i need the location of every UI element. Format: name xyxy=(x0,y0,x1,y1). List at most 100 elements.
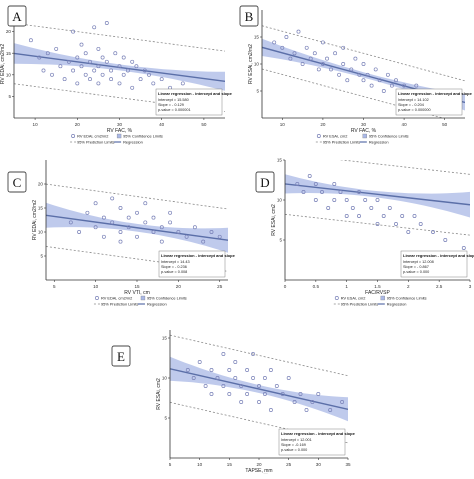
legend-ci-symbol xyxy=(380,295,385,301)
x-tick-label: 15 xyxy=(134,284,140,289)
y-tick-label: 10 xyxy=(254,62,260,67)
data-point xyxy=(332,182,337,186)
data-point xyxy=(184,234,189,239)
data-point xyxy=(387,206,392,210)
data-point xyxy=(316,392,321,396)
x-tick-label: 0.5 xyxy=(313,284,320,289)
data-point xyxy=(110,196,115,201)
data-point xyxy=(28,38,33,43)
y-tick-label: 10 xyxy=(6,72,12,77)
prediction-limit-lower xyxy=(285,213,470,236)
x-tick-label: 10 xyxy=(33,122,39,127)
data-point xyxy=(68,220,73,225)
legend-reg-label: Regression xyxy=(147,302,167,307)
data-point xyxy=(325,56,329,61)
data-point xyxy=(326,206,331,210)
x-tick-label: 20 xyxy=(256,462,262,467)
data-point xyxy=(274,384,279,388)
stats-title: Linear regression - intercept and slope xyxy=(398,91,473,96)
data-point xyxy=(217,234,222,239)
data-point xyxy=(92,25,97,30)
data-point xyxy=(406,230,411,234)
data-point xyxy=(176,230,181,234)
data-point xyxy=(92,68,97,73)
x-tick-label: 2 xyxy=(407,284,410,289)
data-point xyxy=(233,376,238,380)
legend-point-symbol xyxy=(316,134,321,138)
y-axis-label: RV ESAi, cm2/m2 xyxy=(248,44,254,84)
regression-line xyxy=(14,52,225,83)
data-point xyxy=(268,368,273,372)
data-point xyxy=(313,182,318,186)
legend: RV ESAi, cm2 95% Confidence Limits 95% Pre… xyxy=(333,295,427,307)
panel-letter: A xyxy=(12,9,22,24)
data-point xyxy=(262,392,267,396)
data-point xyxy=(245,392,250,396)
x-tick-label: 10 xyxy=(280,122,286,127)
panel-letter-box xyxy=(239,5,259,27)
data-point xyxy=(400,214,405,218)
legend-point-symbol xyxy=(71,134,76,138)
stats-slope: Slope = - 0.129 xyxy=(158,103,184,107)
plot-content xyxy=(46,183,228,272)
data-point xyxy=(77,230,82,234)
data-point xyxy=(292,51,297,56)
data-point xyxy=(101,215,106,220)
stats-intercept: Intercept = 14.43 xyxy=(161,260,190,264)
data-point xyxy=(126,215,131,220)
data-point xyxy=(350,206,355,210)
data-point xyxy=(109,68,114,73)
y-tick-label: 15 xyxy=(277,158,283,163)
data-point xyxy=(41,68,46,73)
prediction-limit-upper xyxy=(170,334,348,377)
data-point xyxy=(345,78,350,83)
data-point xyxy=(101,234,106,239)
legend: RV ESAi, cm2 95% Confidence Limits 95% Pre… xyxy=(315,134,409,145)
stats-slope: Slope = -0.169 xyxy=(281,443,306,447)
panel-letter: C xyxy=(13,175,22,190)
x-tick-label: 35 xyxy=(345,462,351,467)
data-point xyxy=(118,230,123,234)
x-tick-label: 2.5 xyxy=(436,284,443,289)
data-point xyxy=(126,225,131,230)
data-point xyxy=(257,384,261,388)
data-point xyxy=(121,72,126,77)
data-point xyxy=(118,239,123,244)
data-point xyxy=(257,400,261,404)
data-point xyxy=(301,190,306,194)
data-point xyxy=(121,55,126,60)
data-point xyxy=(307,174,312,178)
data-point xyxy=(209,392,214,396)
data-point xyxy=(431,230,435,234)
data-point xyxy=(159,225,164,230)
y-tick-label: 10 xyxy=(277,198,283,203)
data-point xyxy=(344,214,349,218)
panel-letter-box xyxy=(7,5,27,27)
data-point xyxy=(313,198,318,202)
data-point xyxy=(328,408,333,412)
x-tick-label: 20 xyxy=(320,122,326,127)
legend-pi-label: 95% Prediction Limits xyxy=(101,302,138,307)
stats-slope: Slope = - 0.236 xyxy=(161,265,187,269)
x-tick-label: 25 xyxy=(286,462,292,467)
data-point xyxy=(414,83,419,88)
legend-point-label: RV EDAi, cm2/m2 xyxy=(101,296,132,301)
data-point xyxy=(357,72,362,77)
data-point xyxy=(349,67,354,72)
data-point xyxy=(209,230,214,234)
data-point xyxy=(357,190,361,194)
y-axis-label: RV EDAi, cm2/m2 xyxy=(32,200,38,240)
data-point xyxy=(320,190,324,194)
data-point xyxy=(286,376,291,380)
data-point xyxy=(320,40,325,45)
data-point xyxy=(93,225,98,230)
data-point xyxy=(280,392,285,396)
stats-slope: Slope = - 0.204 xyxy=(398,103,424,107)
data-point xyxy=(130,59,135,64)
y-tick-label: 15 xyxy=(6,51,12,56)
data-point xyxy=(402,83,407,88)
data-point xyxy=(381,89,386,93)
data-point xyxy=(83,72,88,77)
